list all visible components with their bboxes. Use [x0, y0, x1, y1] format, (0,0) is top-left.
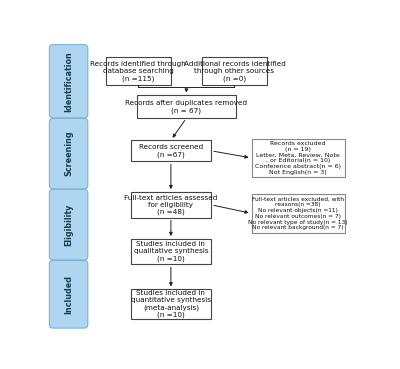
Text: Screening: Screening — [64, 131, 73, 176]
FancyBboxPatch shape — [49, 118, 88, 189]
Text: Studies included in
quantitative synthesis
(meta-analysis)
(n =10): Studies included in quantitative synthes… — [131, 290, 211, 318]
Text: Records screened
(n =67): Records screened (n =67) — [139, 144, 203, 158]
FancyBboxPatch shape — [49, 189, 88, 260]
Text: Included: Included — [64, 275, 73, 314]
FancyBboxPatch shape — [131, 140, 211, 162]
Text: Records identified through
database searching
(n =115): Records identified through database sear… — [90, 61, 186, 82]
Text: Full-text articles assessed
for eligibility
(n =48): Full-text articles assessed for eligibil… — [124, 194, 218, 215]
Text: Identification: Identification — [64, 51, 73, 111]
FancyBboxPatch shape — [131, 289, 211, 319]
FancyBboxPatch shape — [49, 261, 88, 328]
FancyBboxPatch shape — [131, 192, 211, 218]
Text: Eligibility: Eligibility — [64, 204, 73, 246]
FancyBboxPatch shape — [131, 239, 211, 265]
FancyBboxPatch shape — [49, 45, 88, 118]
FancyBboxPatch shape — [252, 194, 344, 232]
Text: Records after duplicates removed
(n = 67): Records after duplicates removed (n = 67… — [125, 100, 248, 114]
FancyBboxPatch shape — [106, 57, 171, 86]
Text: Studies included in
qualitative synthesis
(n =10): Studies included in qualitative synthesi… — [134, 241, 208, 262]
FancyBboxPatch shape — [137, 96, 236, 118]
Text: Additional records identified
through other sources
(n =0): Additional records identified through ot… — [184, 61, 285, 82]
Text: Records excluded
(n = 19)
Letter, Meta, Review, Note
, or Editorial(n = 10)
Conf: Records excluded (n = 19) Letter, Meta, … — [255, 141, 341, 175]
Text: Full-text articles excluded, with
reasons(n =38)
No relevant objects(n =11)
No r: Full-text articles excluded, with reason… — [248, 196, 348, 230]
FancyBboxPatch shape — [252, 139, 344, 177]
FancyBboxPatch shape — [202, 57, 267, 86]
